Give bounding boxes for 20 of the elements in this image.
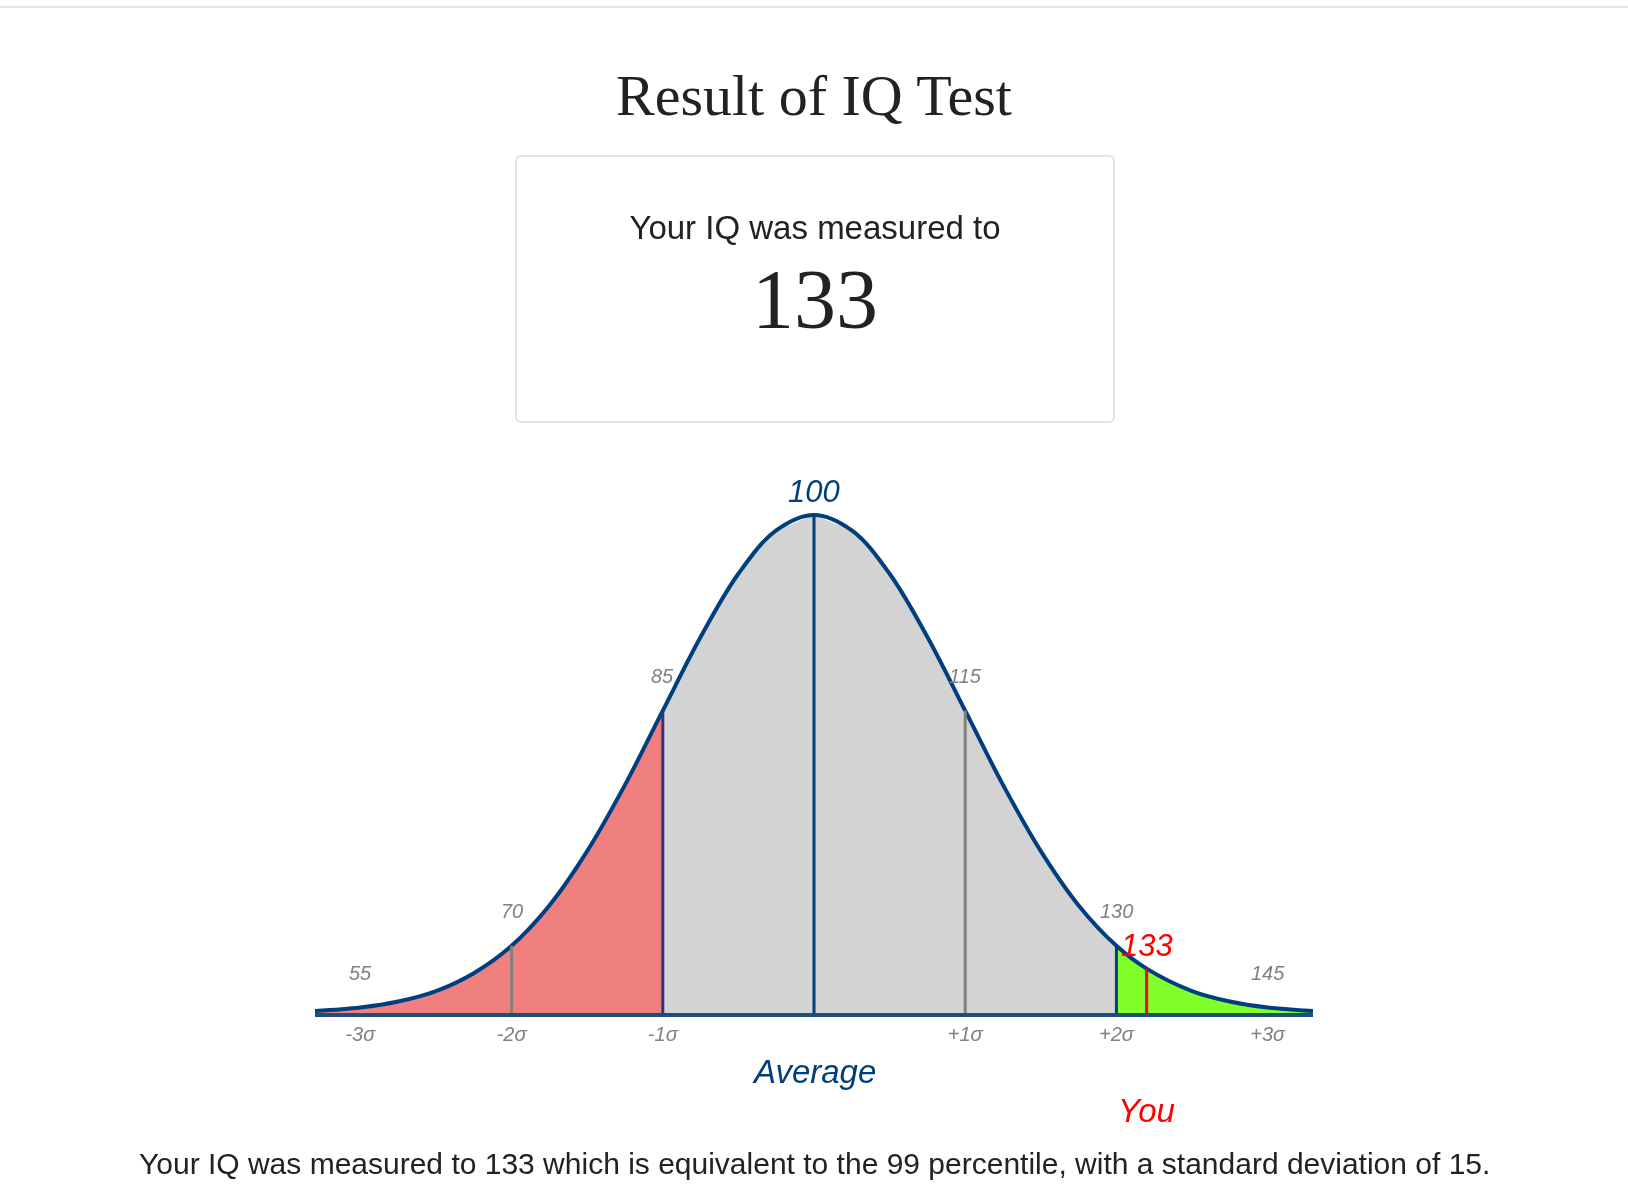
- text: 133: [751, 252, 879, 348]
- annotation: 133: [1121, 928, 1173, 963]
- ref-line-label: Average: [752, 1053, 877, 1090]
- x-tick-label: +2σ: [1098, 1023, 1135, 1045]
- ref-line-label: You: [1118, 1092, 1175, 1129]
- text: Result of IQ Test: [615, 62, 1013, 129]
- annotation: 130: [1100, 900, 1134, 922]
- annotation: 85: [651, 665, 675, 687]
- x-tick-label: -1σ: [647, 1023, 679, 1045]
- annotation: 115: [949, 665, 982, 687]
- text: Your IQ was measured to: [628, 209, 1002, 247]
- x-tick-label: +1σ: [947, 1023, 984, 1045]
- text: Your IQ was measured to 133 which is equivalent to the 99 percentile, with a standard deviation of 15.: [139, 1147, 1491, 1180]
- x-tick-label: -3σ: [345, 1023, 377, 1045]
- annotation: 145: [1251, 962, 1286, 984]
- annotation: 55: [349, 962, 373, 984]
- x-tick-label: +3σ: [1250, 1023, 1287, 1045]
- annotation: 100: [788, 474, 840, 509]
- x-tick-label: -2σ: [496, 1023, 528, 1045]
- annotation: 70: [501, 900, 524, 922]
